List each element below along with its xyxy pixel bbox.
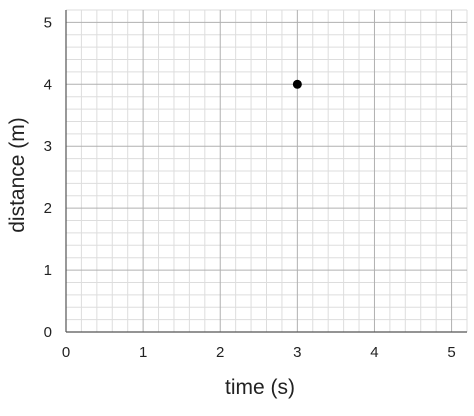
x-tick-labels: 0 1 2 3 4 5: [62, 344, 456, 361]
x-tick-label: 3: [293, 344, 301, 361]
x-tick-label: 5: [447, 344, 455, 361]
major-grid: [66, 10, 467, 332]
minor-grid: [66, 9, 468, 332]
y-tick-labels: 0 1 2 3 4 5: [44, 14, 52, 341]
x-tick-label: 1: [139, 344, 147, 361]
y-tick-label: 3: [44, 138, 52, 155]
y-tick-label: 1: [44, 262, 52, 279]
x-tick-label: 0: [62, 344, 70, 361]
data-point: [292, 79, 302, 89]
y-tick-label: 2: [44, 200, 52, 217]
x-axis-title: time (s): [225, 376, 295, 399]
data-points: [292, 79, 302, 89]
x-tick-label: 2: [216, 344, 224, 361]
y-tick-label: 4: [44, 76, 52, 93]
x-tick-label: 4: [370, 344, 378, 361]
y-axis-title: distance (m): [6, 117, 29, 233]
axes: [65, 10, 467, 333]
y-tick-label: 5: [44, 14, 52, 31]
y-tick-label: 0: [44, 324, 52, 341]
